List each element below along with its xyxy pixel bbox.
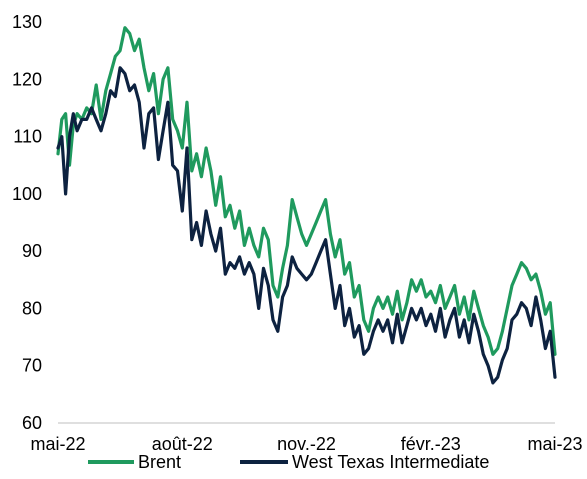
x-tick-label: nov.-22	[277, 434, 336, 454]
y-tick-label: 130	[12, 12, 42, 32]
x-tick-label: mai-23	[527, 434, 582, 454]
y-tick-label: 120	[12, 69, 42, 89]
y-tick-label: 90	[22, 241, 42, 261]
y-axis-ticks: 60 70 80 90 100 110 120 130	[12, 12, 42, 433]
y-tick-label: 70	[22, 356, 42, 376]
y-tick-label: 80	[22, 298, 42, 318]
series-layer	[56, 26, 557, 385]
legend: Brent West Texas Intermediate	[88, 452, 489, 472]
legend-label: West Texas Intermediate	[292, 452, 489, 472]
y-tick-label: 60	[22, 413, 42, 433]
series-line-brent	[56, 26, 557, 356]
legend-label: Brent	[138, 452, 181, 472]
series-line-west-texas-intermediate	[56, 66, 557, 385]
x-tick-label: mai-22	[30, 434, 85, 454]
x-tick-label: févr.-23	[401, 434, 461, 454]
x-axis-ticks: mai-22 août-22 nov.-22 févr.-23 mai-23	[30, 434, 582, 454]
y-tick-label: 100	[12, 184, 42, 204]
y-tick-label: 110	[13, 127, 42, 147]
x-tick-label: août-22	[152, 434, 213, 454]
